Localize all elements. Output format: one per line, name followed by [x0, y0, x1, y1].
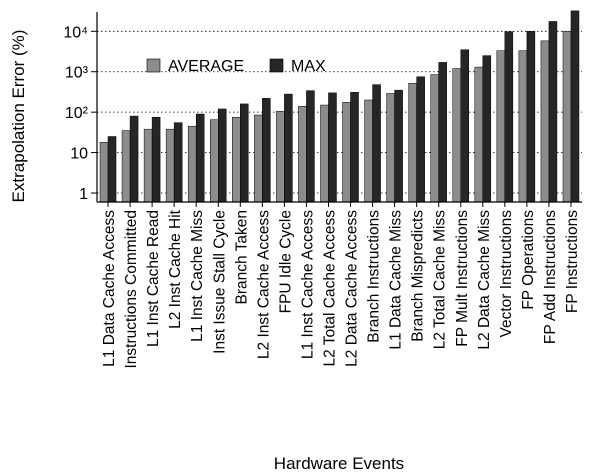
y-axis: 1 10 10² 10³ 10⁴: [63, 24, 97, 203]
legend-label-average: AVERAGE: [168, 58, 244, 75]
bar-average: [386, 93, 395, 203]
bar-max: [107, 136, 117, 203]
bar-max: [504, 31, 514, 203]
bar-max: [526, 31, 536, 203]
x-tick-label: L2 Data Cache Miss: [476, 210, 493, 350]
x-tick-label: L1 Inst Cache Read: [145, 210, 162, 347]
bar-average: [121, 130, 131, 203]
x-tick-label: FP Add Instructions: [542, 210, 559, 344]
bar-max: [548, 21, 558, 203]
bar-max: [306, 90, 315, 203]
x-axis-title: Hardware Events: [274, 454, 404, 473]
x-tick-label: Branch Taken: [233, 210, 250, 305]
bar-average: [496, 50, 506, 203]
bar-average: [562, 31, 572, 203]
y-tick-label: 10⁴: [63, 24, 88, 41]
bar-average: [430, 74, 439, 203]
bar-average: [99, 142, 109, 203]
bar-average: [540, 40, 550, 203]
bar-average: [452, 68, 461, 203]
bar-average: [254, 114, 263, 203]
bar-max: [482, 55, 492, 203]
bar-average: [518, 50, 528, 203]
x-tick-label: Inst Issue Stall Cycle: [211, 210, 228, 354]
legend-swatch-average: [146, 58, 161, 73]
y-tick-label: 1: [79, 186, 88, 203]
y-tick-label: 10³: [65, 65, 89, 82]
bar-max: [372, 84, 381, 203]
bar-max: [173, 122, 183, 203]
bar-max: [195, 113, 205, 203]
bar-max: [394, 89, 403, 203]
bar-max: [284, 93, 293, 203]
x-tick-label: L2 Inst Cache Hit: [167, 209, 184, 329]
y-tick-label: 10: [70, 146, 88, 163]
x-tick-label: L2 Inst Cache Access: [255, 210, 272, 359]
x-tick-label: L1 Data Cache Miss: [388, 210, 405, 350]
bar-max: [460, 49, 469, 203]
bar-average: [210, 119, 219, 203]
bar-max: [350, 92, 359, 203]
x-tick-label: FP Instructions: [564, 210, 581, 313]
x-tick-label: L2 Total Cache Access: [321, 210, 338, 367]
bar-average: [276, 111, 285, 203]
bar-average: [320, 104, 329, 203]
bar-max: [262, 98, 271, 203]
bar-max: [438, 62, 447, 203]
bar-average: [165, 128, 175, 203]
plot-frame: [96, 12, 582, 203]
x-tick-label: Vector Instructions: [498, 210, 515, 338]
bar-average: [298, 106, 307, 203]
bar-max: [218, 108, 227, 203]
bar-average: [187, 125, 197, 203]
bar-average: [342, 102, 351, 203]
bar-average: [474, 66, 484, 203]
x-tick-label: L1 Inst Cache Access: [299, 210, 316, 359]
x-axis-tick-labels: L1 Data Cache Access Instructions Committ…: [101, 202, 581, 369]
bar-max: [570, 10, 580, 203]
bar-max: [416, 76, 425, 203]
x-tick-label: L1 Inst Cache Miss: [189, 210, 206, 342]
legend: AVERAGE MAX: [146, 58, 326, 75]
x-tick-label: FP Operations: [520, 210, 537, 310]
legend-label-max: MAX: [291, 58, 326, 75]
x-tick-label: Branch Instructions: [366, 210, 383, 343]
bars: [99, 10, 580, 203]
x-tick-label: L1 Data Cache Access: [101, 210, 118, 367]
bar-average: [408, 82, 417, 203]
bar-max: [240, 103, 249, 203]
x-tick-label: FPU Idle Cycle: [277, 210, 294, 313]
y-axis-title: Extrapolation Error (%): [9, 30, 28, 203]
x-tick-label: L2 Data Cache Access: [344, 210, 361, 367]
bar-average: [364, 99, 373, 203]
x-tick-label: FP Mult Instructions: [454, 210, 471, 347]
legend-swatch-max: [269, 58, 284, 73]
x-tick-label: Branch Mispredicts: [410, 210, 427, 342]
bar-max: [151, 116, 161, 203]
x-tick-label: Instructions Committed: [123, 210, 140, 369]
bar-max: [129, 115, 139, 203]
bar-average: [232, 116, 241, 203]
x-tick-label: L2 Total Cache Miss: [432, 210, 449, 350]
y-tick-label: 10²: [65, 105, 89, 122]
bar-average: [143, 128, 153, 203]
bar-max: [328, 92, 337, 203]
